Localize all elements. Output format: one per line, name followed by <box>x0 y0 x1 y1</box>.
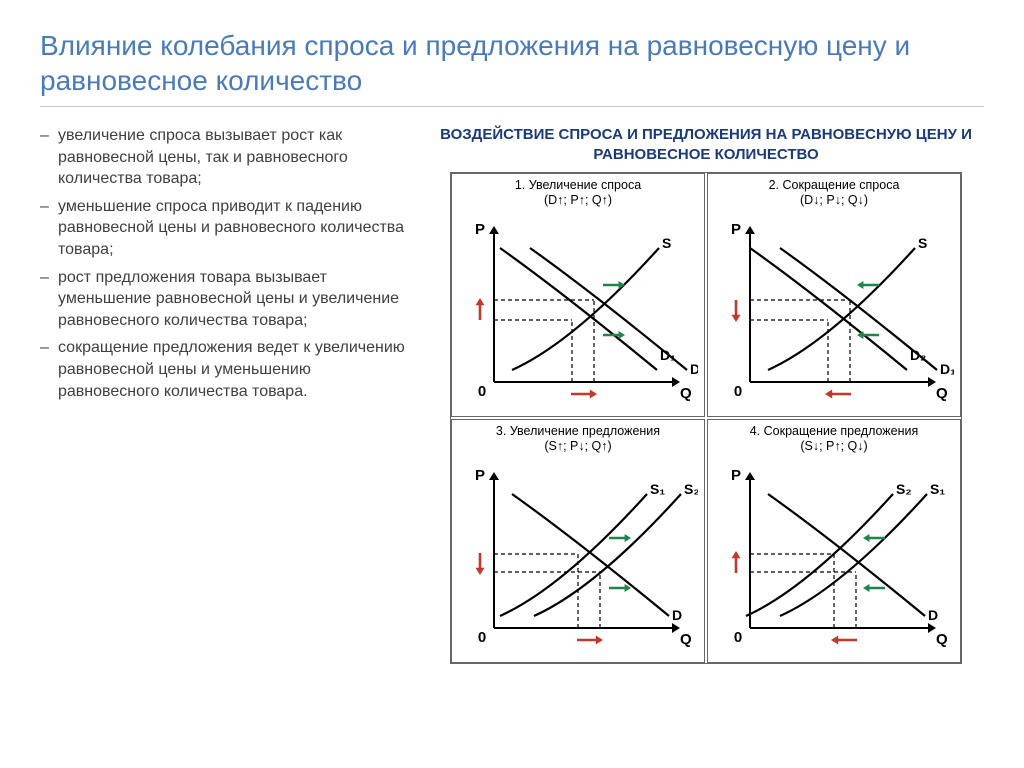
svg-text:D: D <box>928 607 938 623</box>
chart-cell-title: 1. Увеличение спроса(D↑; P↑; Q↑) <box>458 178 698 208</box>
svg-text:S: S <box>918 235 927 251</box>
chart-svg: P Q 0 D S₂ S₁ <box>714 456 954 656</box>
chart-svg: P Q 0 D S₁ S₂ <box>458 456 698 656</box>
bullet-item: рост предложения товара вызывает уменьше… <box>40 267 410 332</box>
svg-text:S: S <box>662 235 671 251</box>
svg-text:P: P <box>731 467 741 484</box>
charts-column: ВОЗДЕЙСТВИЕ СПРОСА И ПРЕДЛОЖЕНИЯ НА РАВН… <box>428 125 984 664</box>
chart-svg: P Q 0 S D₂ D₁ <box>458 210 698 410</box>
svg-text:S₂: S₂ <box>896 481 912 497</box>
svg-text:D₂: D₂ <box>910 347 926 363</box>
svg-text:P: P <box>731 221 741 238</box>
svg-text:S₂: S₂ <box>684 481 698 497</box>
svg-text:D₂: D₂ <box>690 361 698 377</box>
svg-text:S₁: S₁ <box>930 481 945 497</box>
chart-cell: 3. Увеличение предложения(S↑; P↓; Q↑) P Q 0… <box>451 419 705 663</box>
svg-text:D₁: D₁ <box>660 347 676 363</box>
chart-cell-title: 2. Сокращение спроса(D↓; P↓; Q↓) <box>714 178 954 208</box>
svg-text:0: 0 <box>734 383 742 400</box>
svg-text:D: D <box>672 607 682 623</box>
chart-cell-title: 3. Увеличение предложения(S↑; P↓; Q↑) <box>458 424 698 454</box>
charts-grid: 1. Увеличение спроса(D↑; P↑; Q↑) P Q 0 S D₂ D₁… <box>450 172 962 664</box>
svg-text:0: 0 <box>478 383 486 400</box>
slide-title: Влияние колебания спроса и предложения н… <box>40 28 984 98</box>
slide: Влияние колебания спроса и предложения н… <box>0 0 1024 768</box>
content-row: увеличение спроса вызывает рост как равн… <box>40 125 984 664</box>
svg-text:Q: Q <box>680 631 692 648</box>
title-underline <box>40 106 984 107</box>
bullet-item: сокращение предложения ведет к увеличени… <box>40 337 410 402</box>
chart-svg: P Q 0 S D₁ D₂ <box>714 210 954 410</box>
chart-cell: 4. Сокращение предложения(S↓; P↑; Q↓) P Q 0… <box>707 419 961 663</box>
svg-text:0: 0 <box>734 629 742 646</box>
bullets-column: увеличение спроса вызывает рост как равн… <box>40 125 410 664</box>
svg-text:Q: Q <box>936 631 948 648</box>
svg-text:Q: Q <box>936 385 948 402</box>
svg-text:D₁: D₁ <box>940 361 954 377</box>
svg-text:P: P <box>475 467 485 484</box>
charts-main-title: ВОЗДЕЙСТВИЕ СПРОСА И ПРЕДЛОЖЕНИЯ НА РАВН… <box>428 125 984 164</box>
bullet-item: уменьшение спроса приводит к падению рав… <box>40 196 410 261</box>
svg-text:P: P <box>475 221 485 238</box>
svg-text:Q: Q <box>680 385 692 402</box>
svg-text:0: 0 <box>478 629 486 646</box>
chart-cell-title: 4. Сокращение предложения(S↓; P↑; Q↓) <box>714 424 954 454</box>
bullet-item: увеличение спроса вызывает рост как равн… <box>40 125 410 190</box>
svg-text:S₁: S₁ <box>650 481 665 497</box>
chart-cell: 2. Сокращение спроса(D↓; P↓; Q↓) P Q 0 S D₁ D₂ <box>707 173 961 417</box>
chart-cell: 1. Увеличение спроса(D↑; P↑; Q↑) P Q 0 S D₂ D₁ <box>451 173 705 417</box>
